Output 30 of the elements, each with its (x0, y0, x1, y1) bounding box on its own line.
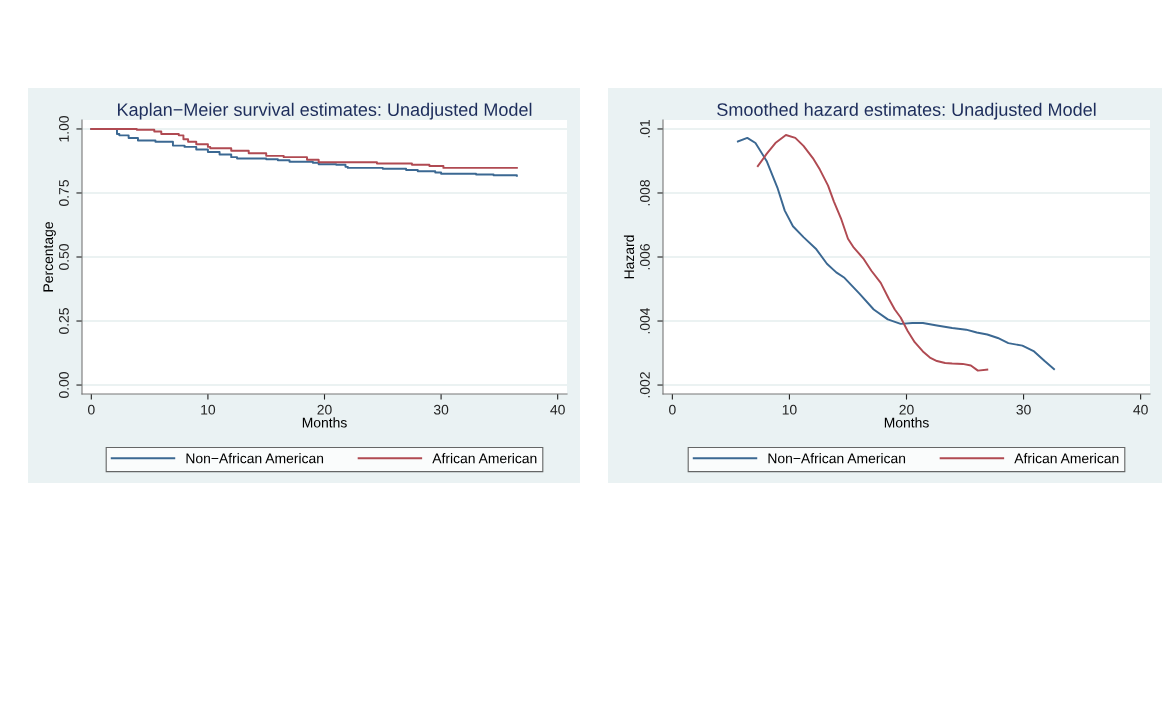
x-axis-title: Months (884, 417, 929, 428)
x-tick-label: 40 (550, 404, 565, 415)
legend-label: Non−African American (768, 453, 906, 464)
y-tick-label: .008 (640, 180, 650, 206)
x-tick-label: 10 (782, 404, 797, 415)
x-tick-label: 0 (669, 404, 676, 415)
y-tick-label: 0.50 (59, 244, 69, 270)
x-tick-label: 20 (899, 404, 914, 415)
y-tick-label: 0.00 (59, 372, 69, 399)
x-axis-title: Months (302, 417, 347, 428)
y-axis-title: Hazard (623, 235, 635, 279)
y-tick-label: .006 (640, 244, 650, 270)
y-tick-label: .004 (640, 307, 650, 334)
legend-label: Non−African American (186, 453, 324, 464)
x-tick-label: 40 (1133, 404, 1148, 415)
y-tick-label: 0.75 (59, 180, 69, 206)
legend-label: African American (432, 453, 537, 464)
x-tick-label: 30 (433, 404, 449, 415)
x-tick-label: 20 (317, 404, 332, 415)
chart-title: Kaplan−Meier survival estimates: Unadjusted Model (118, 102, 532, 120)
y-tick-label: .01 (640, 119, 650, 138)
y-axis-title: Percentage (43, 222, 56, 292)
y-tick-label: 1.00 (59, 115, 69, 142)
y-tick-label: .002 (640, 372, 650, 398)
x-tick-label: 0 (88, 404, 95, 415)
legend-label: African American (1014, 453, 1119, 464)
x-tick-label: 10 (201, 404, 216, 415)
chart-title: Smoothed hazard estimates: Unadjusted Model (717, 102, 1096, 120)
y-tick-label: 0.25 (59, 308, 69, 334)
x-tick-label: 30 (1016, 404, 1031, 415)
